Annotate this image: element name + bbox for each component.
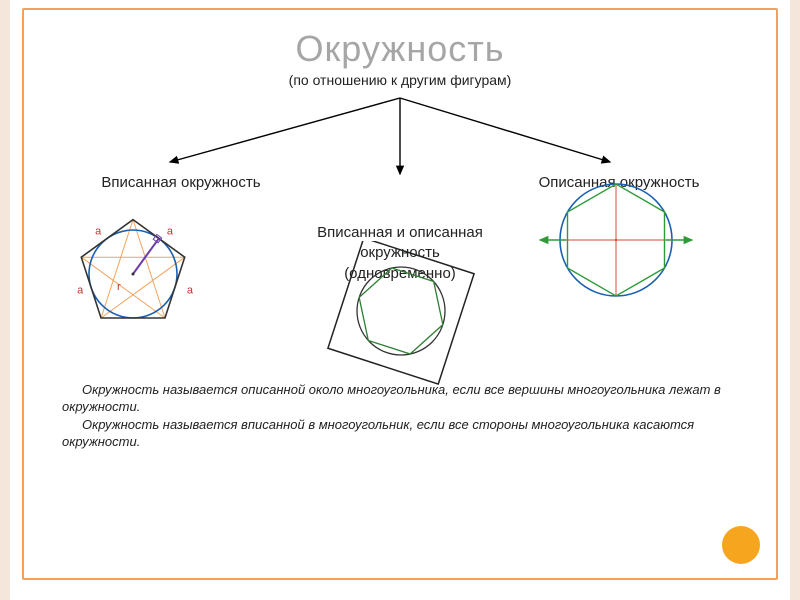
diagram-circumscribed bbox=[536, 168, 736, 323]
page-title: Окружность bbox=[56, 28, 744, 70]
definition-inscribed-text: Окружность называется вписанной в многоу… bbox=[62, 416, 744, 451]
accent-dot-icon bbox=[722, 526, 760, 564]
slide-frame: Окружность (по отношению к другим фигура… bbox=[22, 8, 778, 580]
branch-arrows bbox=[56, 92, 744, 178]
svg-text:r: r bbox=[117, 281, 121, 293]
page-subtitle: (по отношению к другим фигурам) bbox=[56, 72, 744, 88]
svg-text:a: a bbox=[187, 284, 194, 296]
side-strip-right bbox=[790, 0, 800, 600]
svg-text:a: a bbox=[167, 225, 174, 237]
diagrams-row: a a a a r bbox=[56, 186, 744, 371]
svg-text:a: a bbox=[95, 225, 102, 237]
side-strip-left bbox=[0, 0, 10, 600]
diagram-both bbox=[326, 241, 481, 396]
diagram-inscribed: a a a a r bbox=[48, 196, 223, 361]
svg-text:a: a bbox=[77, 284, 84, 296]
